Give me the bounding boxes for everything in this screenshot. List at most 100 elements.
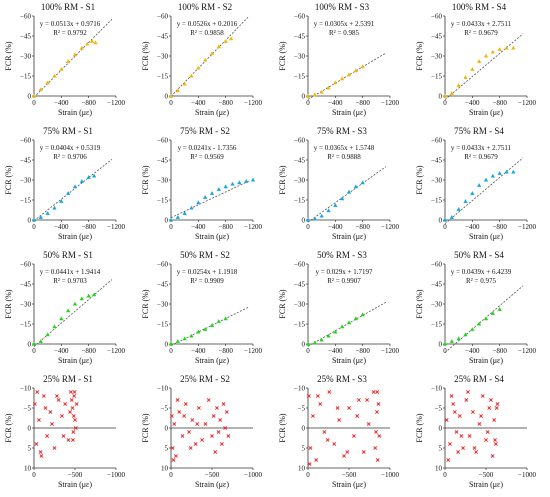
data-point: [52, 73, 57, 78]
data-point: [305, 217, 311, 222]
data-point: [376, 402, 381, 406]
data-point: [59, 67, 64, 71]
data-point: [361, 450, 366, 454]
data-point: [442, 341, 448, 346]
y-tick-label: −45: [294, 33, 305, 41]
data-point: [366, 422, 371, 426]
y-tick-label: −30: [294, 301, 305, 309]
panel-title: 50% RM - S1: [43, 250, 93, 260]
data-point: [485, 430, 490, 434]
data-point: [352, 434, 356, 438]
data-point: [59, 414, 64, 418]
data-point: [337, 418, 342, 422]
y-axis-label: FCR (%): [4, 289, 13, 318]
y-tick-label: −5: [24, 405, 32, 413]
data-point: [168, 93, 174, 98]
data-point: [35, 390, 40, 394]
y-tick-label: 0: [165, 93, 169, 101]
y-tick-label: 0: [28, 93, 32, 101]
y-tick-label: −30: [20, 301, 31, 309]
data-point: [360, 64, 365, 69]
data-point: [66, 191, 71, 195]
x-tick-label: −400: [191, 223, 206, 231]
x-tick-label: −1200: [107, 223, 125, 231]
data-point: [193, 442, 198, 446]
x-tick-label: −400: [54, 99, 69, 107]
panel: 75% RM - S4 0 −400 −800 −1200 0 −15 −30 −45 −60 St…: [415, 126, 536, 241]
data-point: [449, 215, 454, 219]
data-point: [196, 329, 201, 334]
data-point: [495, 402, 500, 406]
y-axis-label: FCR (%): [4, 41, 13, 70]
data-point: [340, 196, 345, 201]
x-tick-label: −800: [218, 347, 233, 355]
x-tick-label: 0: [306, 347, 310, 355]
y-tick-label: −60: [294, 261, 305, 269]
data-point: [86, 293, 91, 298]
x-tick-label: −500: [342, 471, 357, 479]
data-point: [223, 184, 228, 189]
data-point: [45, 80, 50, 85]
panel: 25% RM - S1 0 −500 −1000 10 5 0 −5 −10 Strain (με…: [4, 374, 125, 489]
y-tick-label: −10: [157, 385, 168, 393]
data-point: [490, 173, 495, 178]
data-point: [463, 332, 468, 337]
data-point: [511, 45, 516, 50]
data-point: [356, 398, 361, 402]
data-point: [45, 434, 50, 438]
data-point: [72, 301, 78, 306]
y-tick-label: −15: [431, 197, 442, 205]
data-point: [216, 430, 221, 434]
data-point: [56, 398, 61, 402]
data-point: [483, 316, 489, 321]
y-axis-label: FCR (%): [278, 41, 287, 70]
data-point: [305, 93, 311, 98]
panel-title: 50% RM - S4: [454, 250, 504, 260]
panel: 50% RM - S1 0 −400 −800 −1200 0 −15 −30 −45 −60 St…: [4, 250, 125, 365]
y-axis-label: FCR (%): [141, 413, 150, 442]
data-point: [219, 442, 224, 446]
data-point: [183, 402, 188, 406]
data-point: [466, 390, 470, 394]
data-point: [457, 414, 462, 418]
x-tick-label: −1200: [107, 347, 125, 355]
y-tick-label: −60: [431, 13, 442, 21]
trendline: [307, 166, 387, 223]
data-point: [34, 442, 39, 446]
data-point: [203, 327, 208, 331]
data-point: [474, 450, 479, 454]
data-point: [37, 418, 41, 422]
y-tick-label: −30: [20, 177, 31, 185]
data-point: [218, 418, 223, 422]
data-point: [48, 410, 53, 414]
data-point: [31, 93, 37, 98]
data-point: [72, 52, 78, 57]
x-tick-label: −1200: [381, 99, 399, 107]
y-tick-label: 0: [28, 425, 32, 433]
data-point: [490, 454, 495, 458]
y-axis-label: FCR (%): [4, 165, 13, 194]
y-tick-label: 5: [439, 445, 443, 453]
x-axis-label: Strain (με): [469, 480, 503, 489]
data-point: [182, 211, 187, 215]
data-point: [504, 45, 509, 50]
data-point: [230, 181, 235, 186]
data-point: [319, 337, 324, 342]
x-axis-label: Strain (με): [58, 108, 92, 117]
y-tick-label: 5: [28, 445, 32, 453]
trendline: [444, 157, 524, 224]
y-tick-label: −15: [20, 73, 31, 81]
x-tick-label: −400: [191, 347, 206, 355]
data-point: [483, 53, 489, 58]
data-point: [315, 394, 320, 398]
x-tick-label: −800: [218, 99, 233, 107]
data-point: [216, 187, 221, 191]
data-point: [467, 434, 472, 438]
data-point: [319, 213, 324, 218]
y-tick-label: −60: [20, 137, 31, 145]
y-axis-label: FCR (%): [415, 289, 424, 318]
y-tick-label: −15: [20, 197, 31, 205]
y-tick-label: −45: [20, 33, 31, 41]
data-point: [377, 434, 382, 438]
data-point: [189, 333, 194, 338]
